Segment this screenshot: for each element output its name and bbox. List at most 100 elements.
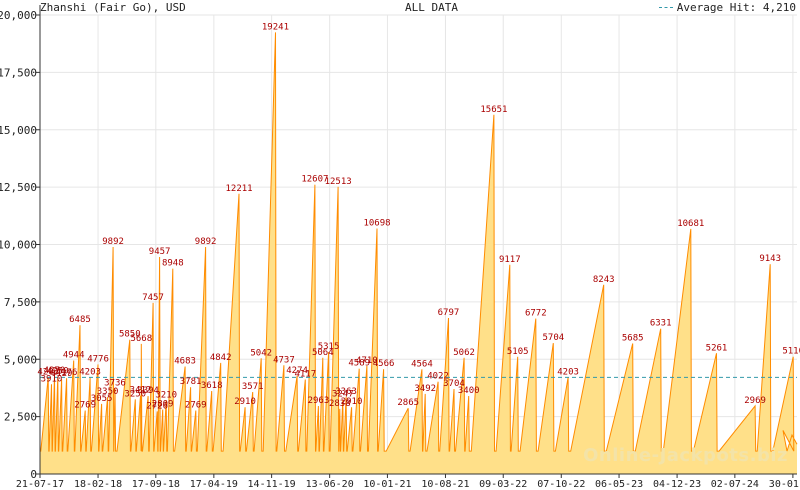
area-line [40,32,798,452]
x-tick-label: 07-10-22 [537,479,585,490]
peak-label: 8948 [162,259,184,269]
x-tick-label: 04-12-23 [653,479,701,490]
y-tick-label: 2,500 [4,411,37,424]
x-tick-label: 10-01-21 [363,479,411,490]
peak-label: 6797 [438,308,460,318]
peak-label: 15651 [480,105,507,115]
y-tick-label: 12,500 [0,181,37,194]
y-tick-label: 17,500 [0,66,37,79]
peak-label: 7457 [142,293,164,303]
peak-label: 2963 [308,396,330,406]
y-tick-label: 10,000 [0,239,37,252]
grid-lines [40,14,797,474]
peak-label: 9143 [759,254,781,264]
x-tick-label: 21-07-17 [16,479,64,490]
peak-label: 6331 [650,319,672,329]
x-tick-label: 09-03-22 [479,479,527,490]
y-tick-label: 5,000 [4,353,37,366]
peak-label: 5105 [507,347,529,357]
peak-label: 6772 [525,309,547,319]
peak-label: 5668 [130,334,152,344]
peak-label: 10698 [363,218,390,228]
peak-label: 19241 [262,22,289,32]
legend-label: Average Hit: 4,210 [676,1,796,14]
peak-label: 5062 [453,348,475,358]
peak-label: 4176 [56,368,78,378]
peak-label: 8243 [593,275,615,285]
peak-label: 2838 [329,399,351,409]
peak-label: 4842 [210,353,232,363]
peak-label: 12211 [225,184,252,194]
y-axis-ticks: 0 2,500 5,000 7,500 10,000 12,500 15,000 17,500… [0,9,40,481]
peak-label: 12513 [325,177,352,187]
peak-label: 9892 [102,237,124,247]
peak-label: 10681 [677,219,704,229]
x-tick-label: 13-06-20 [306,479,354,490]
peak-label: 4564 [411,359,433,369]
x-tick-label: 17-04-19 [190,479,238,490]
peak-label: 4944 [63,351,85,361]
peak-label: 4203 [557,368,579,378]
x-tick-label: 30-01-25 [769,479,800,490]
peak-label: 4776 [87,354,109,364]
peak-label: 2910 [341,397,363,407]
peak-label: 4566 [373,359,395,369]
x-tick-label: 02-07-24 [711,479,759,490]
peak-label: 4274 [286,366,308,376]
peak-label: 9457 [149,247,171,257]
y-tick-label: 0 [30,468,37,481]
x-axis-ticks: 21-07-17 18-02-18 17-09-18 17-04-19 14-11-19… [16,474,800,490]
peak-label: 12607 [301,175,328,185]
x-tick-label: 06-05-23 [595,479,643,490]
legend: Average Hit: 4,210 [658,1,796,14]
peak-label: 3350 [97,387,119,397]
peak-label: 6485 [69,315,91,325]
peak-label: 4250 [47,366,69,376]
y-tick-label: 15,000 [0,124,37,137]
peak-label: 2910 [234,397,256,407]
x-tick-label: 10-08-21 [421,479,469,490]
peak-label: 3781 [180,377,202,387]
x-tick-label: 17-09-18 [132,479,180,490]
peak-label: 3704 [443,379,465,389]
x-tick-label: 14-11-19 [248,479,296,490]
peak-label: 5261 [706,343,728,353]
peak-label: 5685 [622,334,644,344]
peak-label: 3492 [414,384,436,394]
chart-title: Zhanshi (Fair Go), USD [40,1,186,14]
peak-label: 2969 [744,396,766,406]
chart-subtitle: ALL DATA [405,1,458,14]
peak-label: 3363 [335,387,357,397]
peak-label: 5042 [250,348,272,358]
peak-label: 4022 [427,372,449,382]
y-tick-label: 20,000 [0,9,37,22]
peak-label: 4203 [79,368,101,378]
peak-label: 4737 [273,355,295,365]
peak-label: 4270 [44,366,66,376]
peak-label: 2769 [185,400,207,410]
peak-label: 9892 [195,237,217,247]
peak-label: 4710 [356,356,378,366]
y-tick-label: 7,500 [4,296,37,309]
peak-label: 4589 [348,359,370,369]
peak-label: 5850 [119,330,141,340]
peak-label: 3055 [91,394,113,404]
peak-label: 4683 [174,357,196,367]
x-tick-label: 18-02-18 [74,479,122,490]
peak-label: 3736 [104,378,126,388]
peak-label: 5704 [542,333,564,343]
peak-label: 3910 [41,374,63,384]
peak-label: 4203 [37,368,59,378]
peak-label: 3412 [130,386,152,396]
peak-label: 3210 [155,390,177,400]
peak-label: 5110 [782,347,800,357]
peak-label: 4129 [51,369,73,379]
peak-label: 2769 [74,400,96,410]
peak-label: 3250 [124,389,146,399]
peak-label: 3571 [242,382,264,392]
peak-label: 3400 [458,386,480,396]
peak-value-labels: 4203391042704250412941764944648527694203… [37,22,800,411]
peak-label: 5064 [312,348,334,358]
peak-label: 5315 [318,342,340,352]
